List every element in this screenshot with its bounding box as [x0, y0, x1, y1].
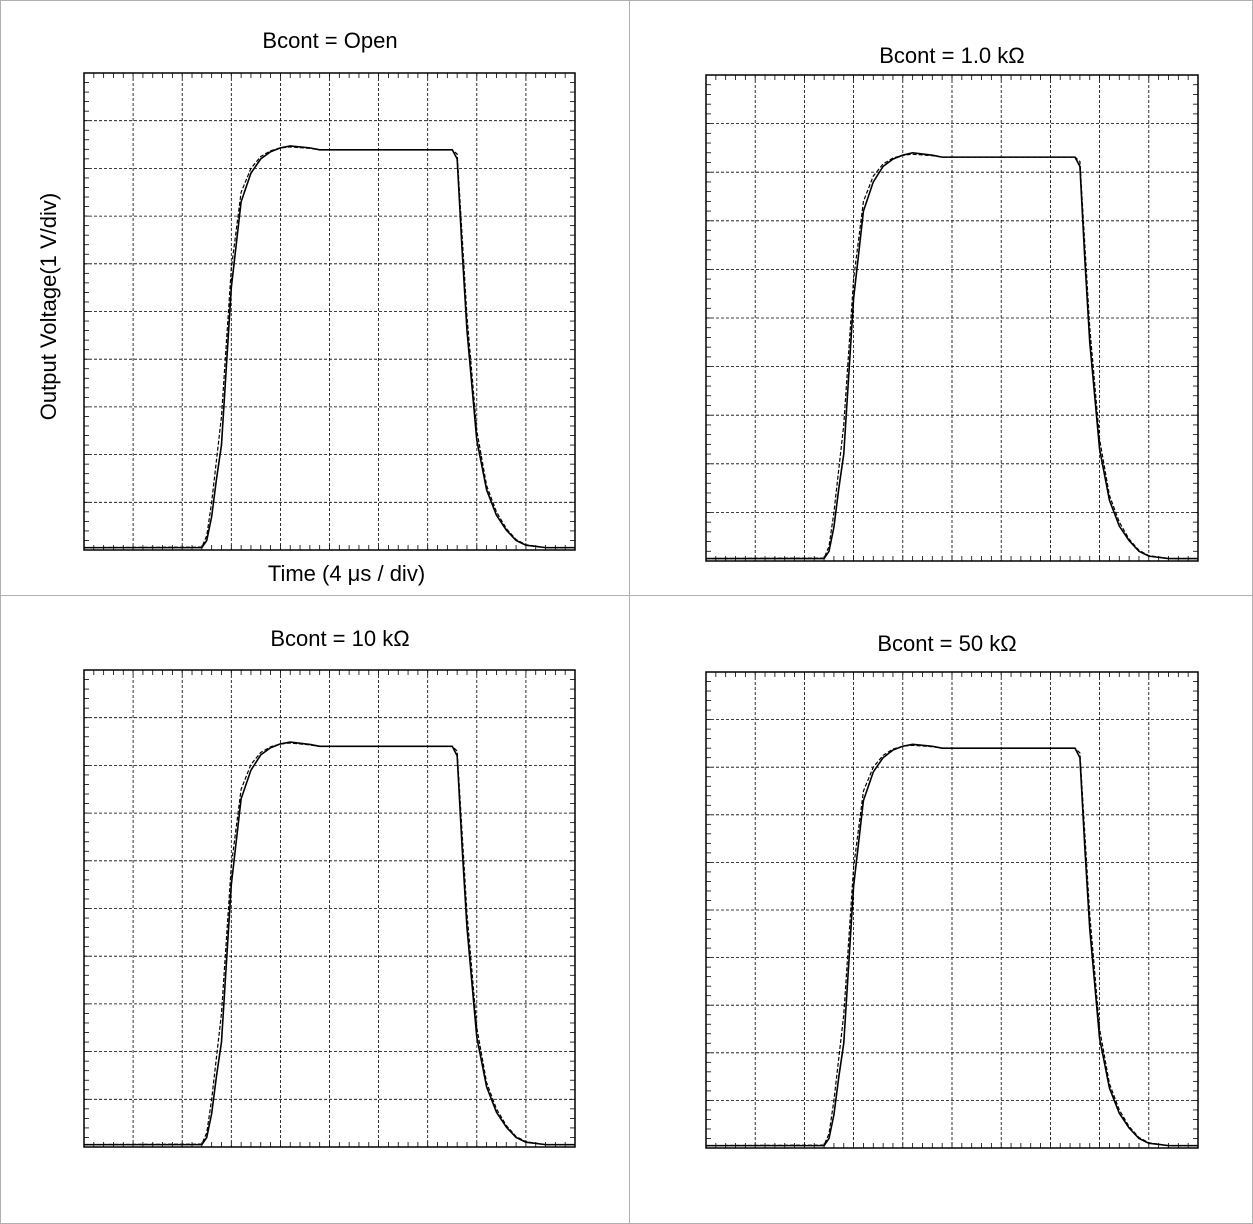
- x-axis-label: Time (4 μs / div): [268, 561, 425, 586]
- chart-title: Bcont = Open: [262, 28, 397, 53]
- chart-title: Bcont = 1.0 kΩ: [879, 43, 1024, 68]
- chart-title: Bcont = 10 kΩ: [270, 626, 409, 651]
- chart-title: Bcont = 50 kΩ: [877, 631, 1016, 656]
- waveform: [705, 744, 1198, 1147]
- waveform: [84, 145, 575, 549]
- plot-frame: [83, 669, 576, 1148]
- waveform: [83, 146, 575, 549]
- plot-frame: [705, 74, 1199, 562]
- waveform: [705, 153, 1198, 560]
- plot-frame: [705, 671, 1199, 1149]
- y-axis-label: Output Voltage(1 V/div): [36, 193, 61, 420]
- plot-frame: [83, 72, 576, 551]
- waveform: [84, 741, 575, 1146]
- waveform: [83, 742, 575, 1146]
